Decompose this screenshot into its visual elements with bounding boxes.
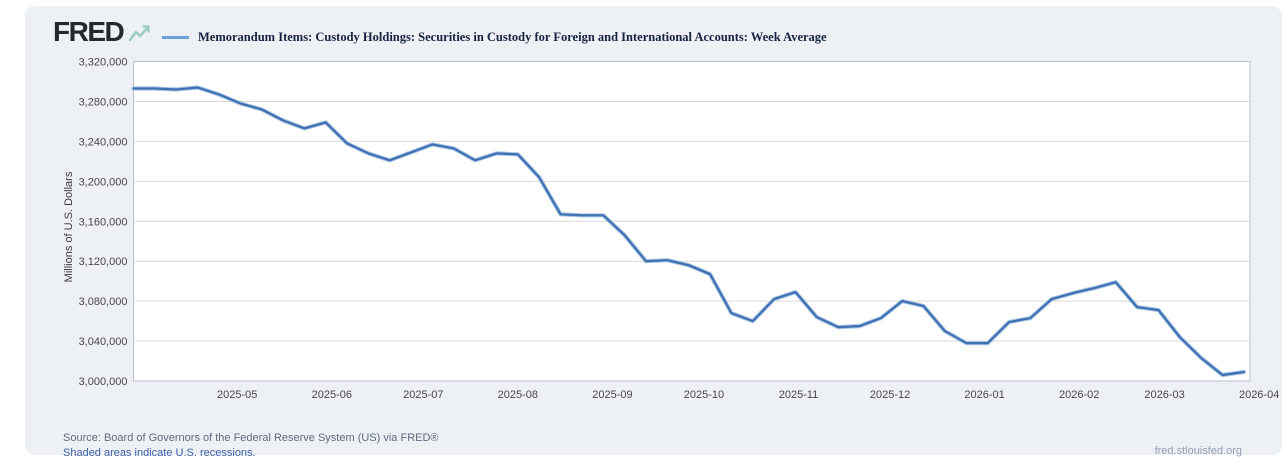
y-tick-label: 3,200,000 [79,176,128,188]
x-tick-label: 2025-12 [870,389,910,401]
y-tick-label: 3,320,000 [79,57,128,69]
x-tick-label: 2026-04 [1239,389,1279,401]
x-tick-label: 2025-11 [779,389,819,401]
x-tick-label: 2025-07 [403,389,443,401]
recession-note-link[interactable]: Shaded areas indicate U.S. recessions. [63,447,256,459]
fred-logo[interactable]: FRED [53,18,153,46]
legend-line-swatch [162,36,189,39]
x-tick-label: 2025-09 [592,389,632,401]
x-tick-label: 2026-03 [1144,389,1184,401]
fred-logo-text: FRED [53,16,125,47]
x-tick-label: 2025-06 [312,389,352,401]
y-tick-label: 3,280,000 [79,96,128,108]
chart-legend: Memorandum Items: Custody Holdings: Secu… [162,30,827,45]
legend-series-label: Memorandum Items: Custody Holdings: Secu… [198,30,827,44]
fred-site-link[interactable]: fred.stlouisfed.org [1154,445,1242,457]
x-tick-label: 2025-05 [217,389,257,401]
y-tick-label: 3,160,000 [79,216,128,228]
y-tick-label: 3,080,000 [79,296,128,308]
fred-line-chart-squiggle-icon [129,24,150,41]
x-tick-label: 2026-02 [1059,389,1099,401]
y-tick-label: 3,120,000 [79,256,128,268]
x-tick-label: 2026-01 [964,389,1004,401]
x-tick-label: 2025-08 [498,389,538,401]
y-tick-label: 3,000,000 [79,376,128,388]
y-tick-label: 3,240,000 [79,136,128,148]
y-tick-label: 3,040,000 [79,336,128,348]
x-tick-label: 2025-10 [684,389,724,401]
source-attribution: Source: Board of Governors of the Federa… [63,432,439,444]
series-line [132,86,1246,377]
